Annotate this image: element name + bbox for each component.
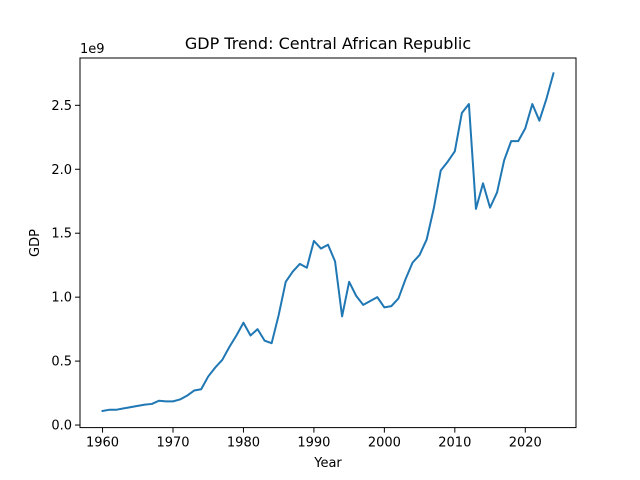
- y-offset-text: 1e9: [80, 42, 105, 57]
- x-tick-label: 2020: [509, 436, 542, 451]
- x-tick-label: 1980: [227, 436, 260, 451]
- x-axis-ticks: 1960 1970 1980 1990 2000 2010 2020: [86, 427, 542, 451]
- chart-title: GDP Trend: Central African Republic: [185, 34, 471, 53]
- y-tick-label: 0.5: [51, 355, 72, 370]
- plot-area-frame: [79, 57, 577, 429]
- x-tick-label: 1960: [86, 436, 119, 451]
- x-tick-label: 2000: [368, 436, 401, 451]
- y-tick-label: 2.0: [51, 163, 72, 178]
- x-tick-label: 2010: [438, 436, 471, 451]
- y-tick-label: 1.0: [51, 291, 72, 306]
- y-tick-label: 2.5: [51, 99, 72, 114]
- x-tick-label: 1970: [156, 436, 189, 451]
- gdp-series-line: [101, 72, 555, 413]
- x-tick-label: 1990: [297, 436, 330, 451]
- y-tick-label: 0.0: [51, 419, 72, 434]
- y-axis-label: GDP: [28, 229, 43, 257]
- y-tick-label: 1.5: [51, 227, 72, 242]
- x-axis-label: Year: [313, 456, 342, 471]
- y-axis-ticks: 0.0 0.5 1.0 1.5 2.0 2.5: [51, 99, 80, 434]
